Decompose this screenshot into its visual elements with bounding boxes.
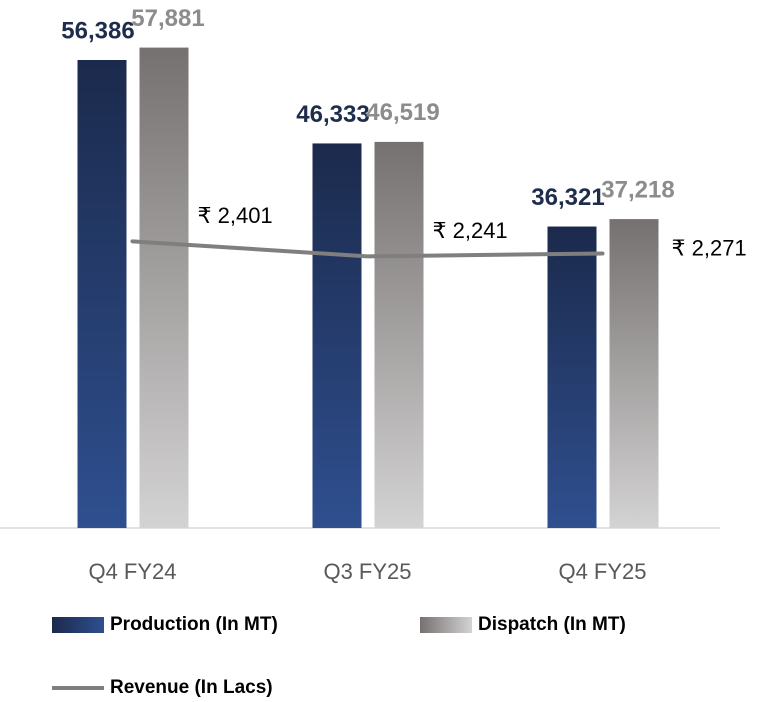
bar xyxy=(547,226,597,528)
bar xyxy=(374,141,424,528)
line-label: ₹ 2,271 xyxy=(672,235,747,260)
legend-label: Production (In MT) xyxy=(110,614,278,635)
bar xyxy=(77,59,127,528)
x-tick-label: Q3 FY25 xyxy=(323,559,411,584)
legend-label: Revenue (In Lacs) xyxy=(110,677,273,698)
line-label: ₹ 2,241 xyxy=(433,218,508,243)
bar xyxy=(609,219,659,528)
data-label: 37,218 xyxy=(601,176,674,203)
bar xyxy=(312,143,362,528)
bar xyxy=(139,47,189,528)
legend-label: Dispatch (In MT) xyxy=(478,614,626,635)
data-label: 46,333 xyxy=(296,101,369,128)
x-tick-label: Q4 FY24 xyxy=(88,559,176,584)
line-label: ₹ 2,401 xyxy=(198,203,273,228)
data-label: 46,519 xyxy=(366,99,439,126)
legend-swatch xyxy=(52,617,104,633)
data-label: 36,321 xyxy=(531,184,604,211)
x-tick-label: Q4 FY25 xyxy=(558,559,646,584)
data-label: 57,881 xyxy=(131,5,204,32)
revenue-line xyxy=(130,239,605,259)
data-label: 56,386 xyxy=(61,17,134,44)
legend-swatch xyxy=(420,617,472,633)
